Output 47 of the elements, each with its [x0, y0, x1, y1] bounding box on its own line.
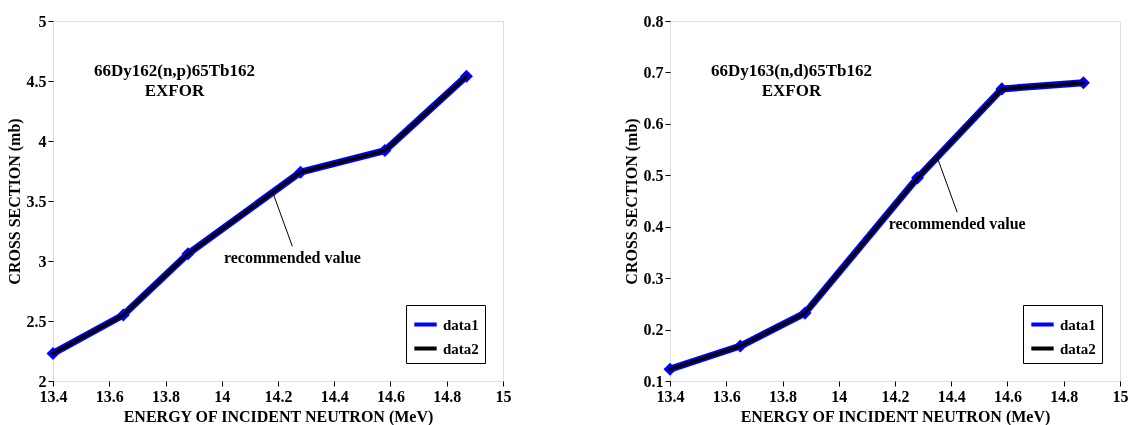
- legend-label: data2: [1060, 340, 1096, 357]
- x-tick-label: 14.2: [264, 387, 293, 405]
- y-tick-label: 5: [38, 12, 47, 30]
- y-tick-label: 0.1: [643, 372, 664, 390]
- x-tick-label: 13.6: [95, 387, 124, 405]
- annotation: recommended value: [223, 249, 361, 267]
- x-tick-label: 14: [214, 387, 231, 405]
- y-tick-label: 3: [38, 252, 47, 270]
- x-tick-label: 13.4: [656, 387, 685, 405]
- x-tick-label: 14.2: [881, 387, 910, 405]
- x-tick-label: 13.8: [769, 387, 797, 405]
- x-tick-label: 14.8: [433, 387, 462, 405]
- y-tick-label: 2: [38, 372, 47, 390]
- annotation: 66Dy162(n,p)65Tb162: [93, 61, 256, 81]
- annotation: EXFOR: [144, 81, 205, 101]
- x-axis-title: ENERGY OF INCIDENT NEUTRON (MeV): [740, 407, 1051, 425]
- x-tick-label: 15: [1112, 387, 1129, 405]
- y-tick-label: 4.5: [26, 72, 47, 90]
- y-tick-label: 0.4: [643, 218, 664, 236]
- x-tick-label: 14: [831, 387, 848, 405]
- x-tick-label: 13.6: [712, 387, 741, 405]
- y-tick-label: 0.3: [643, 269, 664, 287]
- legend-label: data2: [443, 340, 479, 357]
- annotation: 66Dy163(n,d)65Tb162: [710, 61, 873, 81]
- y-tick-label: 3.5: [26, 192, 47, 210]
- y-tick-label: 0.7: [643, 63, 664, 81]
- x-tick-label: 14.8: [1050, 387, 1079, 405]
- x-tick-label: 14.4: [320, 387, 349, 405]
- y-tick-label: 0.5: [643, 166, 664, 184]
- annotation: recommended value: [888, 215, 1026, 233]
- legend-label: data1: [443, 316, 479, 333]
- x-tick-label: 15: [495, 387, 512, 405]
- y-axis-title: CROSS SECTION (mb): [5, 118, 24, 285]
- x-tick-label: 14.4: [937, 387, 966, 405]
- x-tick-label: 13.8: [152, 387, 180, 405]
- y-axis-title: CROSS SECTION (mb): [622, 118, 641, 285]
- x-tick-label: 14.6: [377, 387, 405, 405]
- y-tick-label: 4: [38, 132, 47, 150]
- y-tick-label: 0.8: [643, 12, 664, 30]
- y-tick-label: 0.2: [643, 321, 664, 339]
- y-tick-label: 0.6: [643, 115, 664, 133]
- x-axis-title: ENERGY OF INCIDENT NEUTRON (MeV): [123, 407, 434, 425]
- annotation: EXFOR: [761, 81, 822, 101]
- x-tick-label: 14.6: [994, 387, 1022, 405]
- legend-label: data1: [1060, 316, 1096, 333]
- y-tick-label: 2.5: [26, 312, 47, 330]
- x-tick-label: 13.4: [39, 387, 68, 405]
